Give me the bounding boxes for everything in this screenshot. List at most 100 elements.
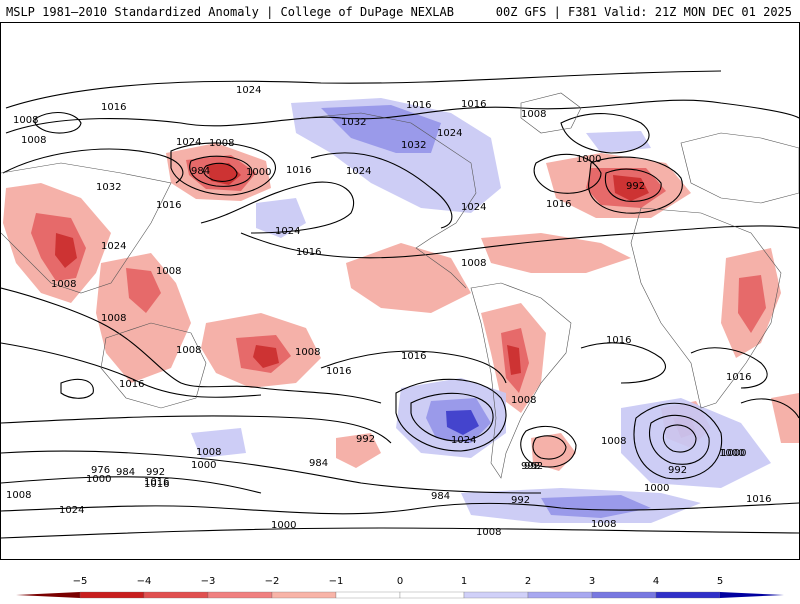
anomaly-south-ocean-low [336,433,381,468]
isobar-label: 1008 [461,258,486,269]
isobar-label: 1032 [401,140,426,151]
isobar-label: 976 [91,465,110,476]
isobar-line [649,414,710,465]
isobar-line [310,152,453,229]
isobar-label: 1016 [406,100,431,111]
coastlines [1,92,799,479]
isobar-line [410,392,494,442]
colorbar-tick-label: 4 [653,576,659,587]
isobar-label: 1032 [341,117,366,128]
isobar-line [604,168,662,202]
isobar-label: 1008 [511,395,536,406]
isobar-label: 1016 [746,494,771,505]
isobar-line [690,347,768,389]
isobar-labels: 1008 1024 1016 1008 1032 1016 1024 1008 … [6,85,771,538]
isobar-label: 992 [626,181,645,192]
isobar-line [560,113,650,154]
isobar-label: 1008 [521,109,546,120]
coastline-australia [100,322,207,409]
anomaly-south-atlantic-low [531,433,576,471]
colorbar-segment [335,591,401,599]
isobar-line [240,225,799,259]
isobar-label: 984 [309,458,328,469]
coastline-north-america [300,112,477,289]
isobar-label: 1008 [21,135,46,146]
colorbar-tick-label: 2 [525,576,531,587]
isobar-line [60,378,94,399]
isobar-line [580,342,666,384]
anomaly-east-africa-core [738,275,766,333]
isobar-label: 1008 [601,436,626,447]
isobar-line [532,435,567,460]
isobar-label: 1000 [191,460,216,471]
colorbar: −5 −4 −3 −2 −1 0 1 2 3 4 5 [0,562,800,600]
isobar-label: 1024 [437,128,462,139]
colorbar-tick-label: −1 [329,576,344,587]
anomaly-south-indian-high [621,398,771,488]
colorbar-tick-label: −3 [201,576,216,587]
isobar-line [200,181,354,234]
isobar-line [533,153,602,194]
isobar-label: 1024 [346,166,371,177]
isobar-label: 1008 [196,447,221,458]
isobar-label: 984 [116,467,135,478]
isobar-label: 984 [191,166,210,177]
isobar-label: 1000 [271,520,296,531]
isobar-label: 1008 [209,138,234,149]
colorbar-tick-label: 5 [717,576,723,587]
colorbar-tick-label: −4 [137,576,152,587]
anomaly-south-pacific-high-max [446,410,479,435]
isobar-line [5,70,722,109]
isobar-line [203,162,238,182]
isobar-line [740,398,799,419]
isobar-line [520,425,577,468]
isobar-label: 1008 [101,313,126,324]
negative-anomaly-shading [3,143,799,471]
isobar-label: 1000 [719,448,744,459]
isobar-label: 1016 [156,200,181,211]
isobar-label: 1000 [246,167,271,178]
isobar-label: 1024 [101,241,126,252]
isobar-label: 1024 [451,435,476,446]
colorbar-segments [16,591,784,599]
isobar-label: 1016 [296,247,321,258]
isobar-label: 1000 [86,474,111,485]
isobar-label: 992 [146,467,165,478]
colorbar-segment [271,591,337,599]
colorbar-tick-label: −5 [73,576,88,587]
isobar-label: 1008 [51,279,76,290]
isobar-label: 1016 [461,99,486,110]
isobar-label: 992 [356,434,375,445]
anomaly-south-pacific-max [253,345,279,368]
isobar-label: 1008 [6,490,31,501]
isobar-line [170,142,277,196]
isobar-line [1,476,262,494]
anomaly-asia-south-max [55,233,77,268]
isobar-label: 1008 [156,266,181,277]
isobar-label: 1024 [461,202,486,213]
isobar-label: 1008 [295,347,320,358]
isobar-label: 1016 [119,379,144,390]
colorbar-tick-label: −2 [265,576,280,587]
anomaly-west-indian [771,393,799,443]
isobar-label: 1024 [236,85,261,96]
colorbar-segment [399,591,465,599]
isobar-label: 1008 [176,345,201,356]
isobar-line [34,112,82,134]
isobar-label: 992 [668,465,687,476]
colorbar-max-extension [720,592,784,598]
coastline-asia [1,162,172,294]
coastline-greenland [520,92,582,134]
isobar-label: 1000 [721,448,746,459]
isobar-line [588,156,683,214]
colorbar-tick-label: 1 [461,576,467,587]
isobar-label: 1024 [275,226,300,237]
isobar-label: 1016 [326,366,351,377]
isobar-label: 984 [431,491,450,502]
isobar-label: 1016 [726,372,751,383]
isobar-label: 1016 [286,165,311,176]
colorbar-min-extension [16,592,80,598]
coastline-africa [630,207,782,409]
map-title: MSLP 1981–2010 Standardized Anomaly | Co… [6,5,454,19]
isobar-label: 1024 [59,505,84,516]
